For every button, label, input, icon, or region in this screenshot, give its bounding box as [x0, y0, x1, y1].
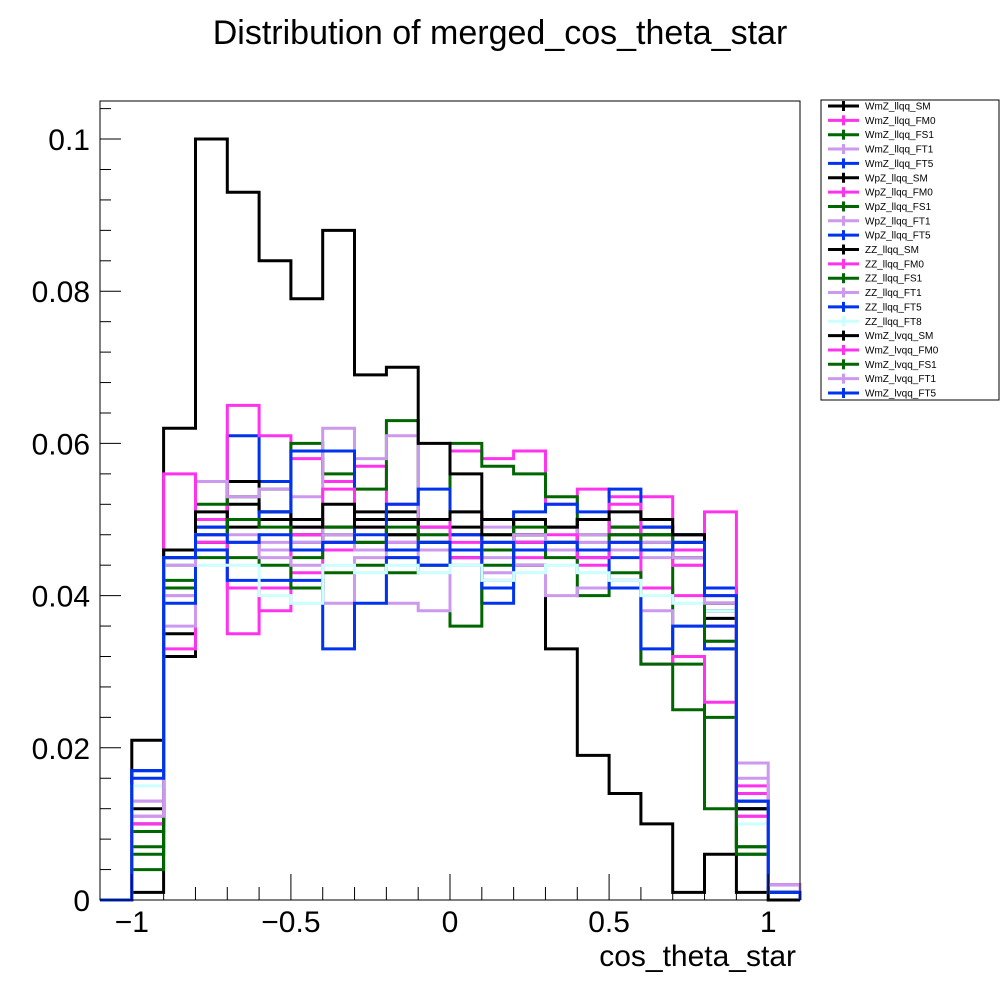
y-tick-label: 0.06 [32, 428, 90, 461]
axes-layer: −1 −0.5 0 0.5 1 0 0.02 0.04 0.06 0.08 0.1 [32, 108, 777, 939]
legend-entry: WmZ_llqq_FM0 [828, 115, 936, 127]
legend-label: WmZ_lvqq_FS1 [865, 360, 937, 371]
legend-label: WmZ_lvqq_FM0 [865, 345, 939, 356]
legend-label: WmZ_llqq_FM0 [865, 116, 936, 127]
legend-entry: ZZ_llqq_SM [828, 244, 919, 256]
x-axis-title: cos_theta_star [599, 940, 796, 973]
legend-entry: WmZ_lvqq_FT5 [828, 388, 937, 400]
legend-entry: WmZ_lvqq_FM0 [828, 344, 939, 356]
legend-label: ZZ_llqq_FT1 [865, 288, 922, 299]
legend-entry: WpZ_llqq_FT1 [828, 215, 931, 227]
series-layer [100, 137, 802, 902]
series-line-ZZ_llqq_SM [100, 137, 800, 902]
x-tick-label: −1 [115, 906, 149, 939]
legend-entry: WmZ_llqq_FT5 [828, 158, 934, 170]
legend-entries: WmZ_llqq_SM WmZ_llqq_FM0 WmZ_llqq_FS1 WmZ_l… [828, 101, 939, 400]
legend-entry: WpZ_llqq_FM0 [828, 187, 933, 199]
legend-entry: WmZ_lvqq_SM [828, 330, 933, 342]
legend-label: ZZ_llqq_FT5 [865, 302, 922, 313]
chart-title: Distribution of merged_cos_theta_star [213, 14, 788, 52]
legend-entry: ZZ_llqq_FT1 [828, 287, 922, 299]
legend-label: WpZ_llqq_SM [865, 173, 928, 184]
y-tick-label: 0 [73, 885, 90, 918]
series-line-ZZ_llqq_FS1 [100, 540, 802, 902]
legend-entry: WmZ_llqq_FT1 [828, 144, 934, 156]
legend-label: WmZ_llqq_FS1 [865, 130, 934, 141]
y-tick-label: 0.04 [32, 581, 90, 614]
legend-entry: WpZ_llqq_FS1 [828, 201, 932, 213]
legend-label: WpZ_llqq_FT5 [865, 231, 931, 242]
legend-label: ZZ_llqq_FT8 [865, 317, 922, 328]
legend-label: ZZ_llqq_FS1 [865, 274, 923, 285]
legend-label: ZZ_llqq_SM [865, 245, 919, 256]
legend-label: ZZ_llqq_FM0 [865, 259, 924, 270]
legend-entry: ZZ_llqq_FT5 [828, 301, 922, 313]
x-tick-label: −0.5 [261, 906, 320, 939]
legend-entry: ZZ_llqq_FT8 [828, 316, 922, 328]
legend: WmZ_llqq_SM WmZ_llqq_FM0 WmZ_llqq_FS1 WmZ_l… [820, 99, 1000, 401]
x-tick-label: 0 [442, 906, 459, 939]
legend-label: WpZ_llqq_FM0 [865, 188, 933, 199]
legend-entry: WmZ_lvqq_FT1 [828, 373, 937, 385]
x-tick-label: 0.5 [588, 906, 630, 939]
legend-entry: WmZ_lvqq_FS1 [828, 359, 937, 371]
y-tick-label: 0.1 [48, 124, 90, 157]
y-tick-label: 0.08 [32, 276, 90, 309]
legend-label: WpZ_llqq_FS1 [865, 202, 932, 213]
legend-entry: ZZ_llqq_FS1 [828, 273, 923, 285]
legend-entry: WpZ_llqq_FT5 [828, 230, 931, 242]
y-tick-label: 0.02 [32, 733, 90, 766]
legend-label: WpZ_llqq_FT1 [865, 216, 931, 227]
legend-label: WmZ_llqq_FT1 [865, 145, 934, 156]
legend-entry: ZZ_llqq_FM0 [828, 258, 924, 270]
x-tick-label: 1 [760, 906, 777, 939]
legend-label: WmZ_lvqq_FT1 [865, 374, 937, 385]
legend-entry: WpZ_llqq_SM [828, 172, 928, 184]
legend-label: WmZ_llqq_FT5 [865, 159, 934, 170]
legend-entry: WmZ_llqq_FS1 [828, 129, 934, 141]
legend-label: WmZ_llqq_SM [865, 102, 931, 113]
legend-label: WmZ_lvqq_FT5 [865, 389, 937, 400]
legend-entry: WmZ_llqq_SM [828, 101, 931, 113]
legend-label: WmZ_lvqq_SM [865, 331, 933, 342]
series-line-WmZ_lvqq_FT5 [100, 533, 802, 902]
series-line-WmZ_lvqq_SM [100, 502, 802, 902]
